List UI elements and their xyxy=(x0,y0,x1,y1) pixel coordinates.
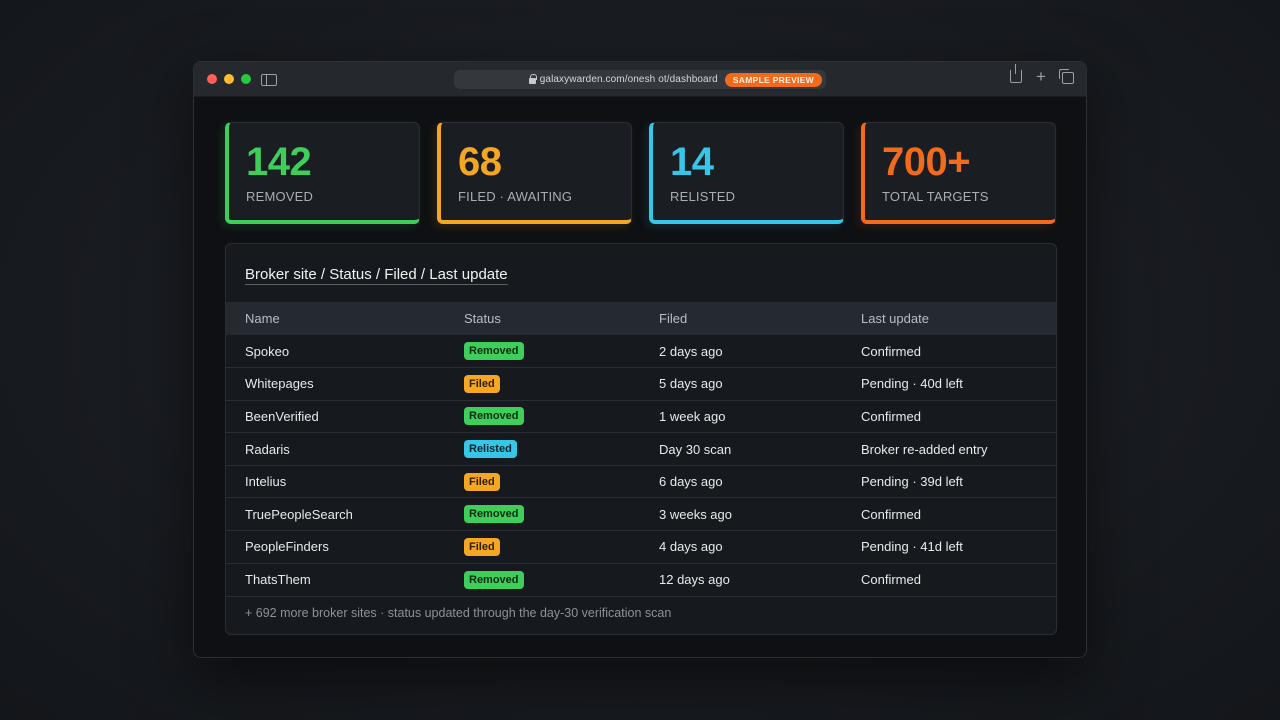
table-row[interactable]: TruePeopleSearch Removed 3 weeks ago Confir… xyxy=(226,497,1056,531)
table-header-row: Name Status Filed Last update xyxy=(226,302,1056,335)
status-badge: Filed xyxy=(464,537,500,556)
stat-label: FILED · AWAITING xyxy=(458,189,573,204)
stat-value: 14 xyxy=(670,140,714,184)
sample-preview-badge: SAMPLE PREVIEW xyxy=(724,72,822,87)
status-badge: Removed xyxy=(464,505,524,524)
status-badge: Relisted xyxy=(464,440,517,459)
broker-status-panel: Broker site / Status / Filed / Last upda… xyxy=(225,243,1057,635)
table-row[interactable]: BeenVerified Removed 1 week ago Confirmed xyxy=(226,399,1056,433)
column-header-name[interactable]: Name xyxy=(245,311,280,326)
broker-name-cell: Spokeo xyxy=(245,343,290,359)
broker-name-cell: TruePeopleSearch xyxy=(226,497,445,531)
last-update-cell: Broker re-added entry xyxy=(842,432,1056,466)
stat-value: 700+ xyxy=(882,140,971,184)
table-footer-note: + 692 more broker sites · status updated… xyxy=(245,606,672,620)
filed-cell: 3 weeks ago xyxy=(640,497,842,531)
footer-divider xyxy=(226,596,1056,597)
status-badge: Filed xyxy=(464,374,500,393)
status-cell: Removed xyxy=(445,335,640,368)
broker-name-cell: ThatsThem xyxy=(226,562,445,596)
stat-label: REMOVED xyxy=(246,189,314,204)
status-badge: Removed xyxy=(464,570,524,589)
filed-cell: 12 days ago xyxy=(640,562,842,596)
table-row[interactable]: Spokeo Removed 2 days ago Confirmed xyxy=(226,335,1056,368)
filed-cell: 2 days ago xyxy=(659,343,723,359)
stat-card-removed: 142 REMOVED xyxy=(225,122,420,224)
status-cell: Relisted xyxy=(445,432,640,466)
status-cell: Removed xyxy=(445,497,640,531)
table-row[interactable]: Intelius Filed 6 days ago Pending · 39d lef… xyxy=(226,464,1056,498)
status-badge: Removed xyxy=(464,407,524,426)
last-update-cell: Pending · 40d left xyxy=(842,367,1056,401)
stat-label: TOTAL TARGETS xyxy=(882,189,989,204)
status-cell: Filed xyxy=(445,464,640,498)
new-tab-icon[interactable]: + xyxy=(1036,67,1046,86)
broker-name-cell: BeenVerified xyxy=(226,399,445,433)
table-row[interactable]: Whitepages Filed 5 days ago Pending · 40d l… xyxy=(226,367,1056,401)
stat-card-filed: 68 FILED · AWAITING xyxy=(437,122,632,224)
last-update-cell: Pending · 39d left xyxy=(842,464,1056,498)
status-cell: Removed xyxy=(445,399,640,433)
status-badge: Removed xyxy=(464,342,524,361)
share-icon[interactable] xyxy=(1010,64,1022,83)
table-row[interactable]: Radaris Relisted Day 30 scan Broker re-adde… xyxy=(226,432,1056,466)
stat-value: 142 xyxy=(246,140,312,184)
status-cell: Removed xyxy=(445,562,640,596)
browser-toolbar: ▾ ‹ › galaxywarden.com/onesh ot/dashboar… xyxy=(194,62,1086,97)
column-header-status[interactable]: Status xyxy=(464,311,501,326)
stat-value: 68 xyxy=(458,140,502,184)
last-update-cell: Confirmed xyxy=(842,497,1056,531)
filed-cell: 6 days ago xyxy=(640,464,842,498)
status-cell: Filed xyxy=(445,367,640,401)
stat-card-total-targets: 700+ TOTAL TARGETS xyxy=(861,122,1056,224)
zoom-window-button[interactable] xyxy=(241,74,251,84)
close-window-button[interactable] xyxy=(207,74,217,84)
status-badge: Filed xyxy=(464,472,500,491)
filed-cell: Day 30 scan xyxy=(640,432,842,466)
dashboard-content: 142 REMOVED 68 FILED · AWAITING 14 RELIS… xyxy=(194,97,1086,657)
stat-label: RELISTED xyxy=(670,189,736,204)
broker-name-cell: Intelius xyxy=(226,464,445,498)
column-header-filed[interactable]: Filed xyxy=(659,311,688,326)
minimize-window-button[interactable] xyxy=(224,74,234,84)
broker-name-cell: PeopleFinders xyxy=(226,530,445,564)
last-update-cell: Confirmed xyxy=(842,562,1056,596)
broker-table: Name Status Filed Last update Spokeo Remo… xyxy=(226,302,1056,596)
address-bar[interactable]: galaxywarden.com/onesh ot/dashboard SAMP… xyxy=(454,70,826,89)
lock-icon xyxy=(528,73,537,84)
browser-window: ▾ ‹ › galaxywarden.com/onesh ot/dashboar… xyxy=(193,61,1087,658)
last-update-cell: Pending · 41d left xyxy=(842,530,1056,564)
table-row[interactable]: PeopleFinders Filed 4 days ago Pending · 41… xyxy=(226,530,1056,564)
window-controls xyxy=(207,74,251,84)
url-text: galaxywarden.com/onesh ot/dashboard xyxy=(539,74,718,85)
broker-name-cell: Radaris xyxy=(226,432,445,466)
last-update-cell: Confirmed xyxy=(861,343,921,359)
panel-title: Broker site / Status / Filed / Last upda… xyxy=(245,266,508,285)
status-cell: Filed xyxy=(445,530,640,564)
column-header-last-update[interactable]: Last update xyxy=(861,311,929,326)
filed-cell: 5 days ago xyxy=(640,367,842,401)
tab-overview-icon[interactable] xyxy=(1059,69,1074,84)
filed-cell: 1 week ago xyxy=(640,399,842,433)
filed-cell: 4 days ago xyxy=(640,530,842,564)
sidebar-toggle-icon[interactable] xyxy=(261,74,277,86)
table-row[interactable]: ThatsThem Removed 12 days ago Confirmed xyxy=(226,562,1056,596)
last-update-cell: Confirmed xyxy=(842,399,1056,433)
stat-card-relisted: 14 RELISTED xyxy=(649,122,844,224)
broker-name-cell: Whitepages xyxy=(226,367,445,401)
